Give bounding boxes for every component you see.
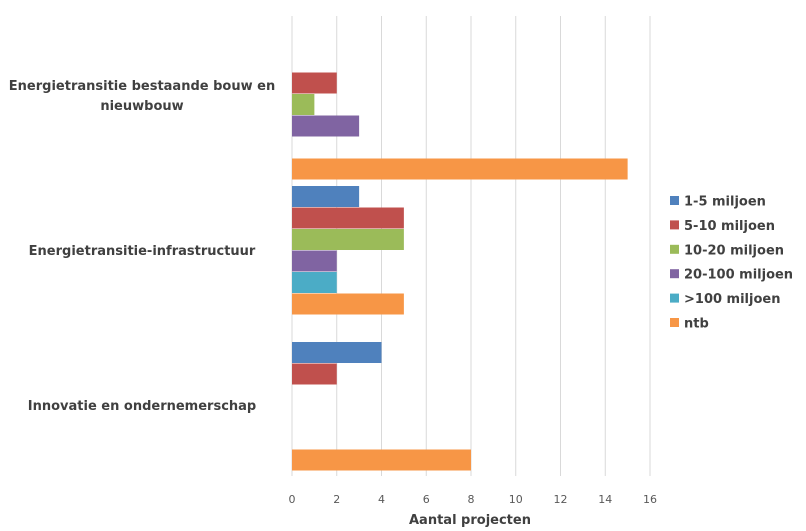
bar [292,207,404,229]
bar [292,342,382,363]
category-label: Energietransitie-infrastructuur [29,244,256,259]
category-label: nieuwbouw [100,99,183,114]
x-tick-label: 14 [598,493,612,506]
legend-label: 20-100 miljoen [684,268,793,283]
legend-label: >100 miljoen [684,292,780,307]
x-tick-label: 12 [554,493,568,506]
bars [292,72,628,471]
legend-swatch [670,269,679,279]
bar [292,272,337,293]
x-tick-labels: 0 2 4 6 8 10 12 14 16 [289,493,658,506]
category-label: Innovatie en ondernemerschap [28,399,256,414]
legend-label: 1-5 miljoen [684,195,766,210]
x-tick-label: 4 [378,493,385,506]
x-tick-label: 8 [468,493,475,506]
legend-label: 10-20 miljoen [684,243,784,258]
x-tick-label: 0 [289,493,296,506]
bar [292,363,337,385]
bar [292,158,628,180]
legend-swatch [670,244,679,254]
bar [292,186,360,207]
legend-swatch [670,318,679,327]
x-tick-label: 16 [643,493,657,506]
legend-label: 5-10 miljoen [684,219,775,234]
legend: 1-5 miljoen 5-10 miljoen 10-20 miljoen 20-1… [670,195,793,332]
x-axis-title: Aantal projecten [409,513,531,528]
legend-swatch [670,220,679,230]
bar [292,250,337,272]
x-tick-label: 6 [423,493,430,506]
legend-label: ntb [684,317,709,332]
bar [292,72,337,94]
category-labels: Energietransitie bestaande bouw en nieuwb… [9,79,275,414]
legend-swatch [670,293,679,303]
category-label: Energietransitie bestaande bouw en [9,79,275,94]
bar [292,94,315,115]
bar [292,229,404,250]
bar [292,115,360,137]
x-tick-label: 10 [509,493,523,506]
bar [292,293,404,315]
legend-swatch [670,196,679,205]
bar [292,449,471,471]
x-tick-label: 2 [333,493,340,506]
